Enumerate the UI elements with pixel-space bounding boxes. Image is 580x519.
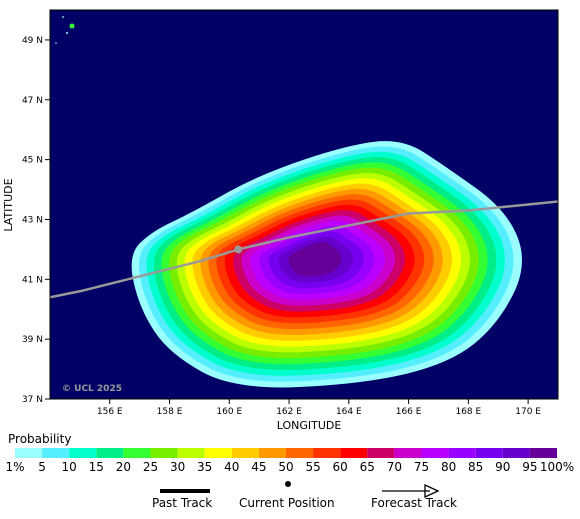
legend-label: 55 (305, 460, 321, 474)
past-track-label: Past Track (152, 496, 213, 510)
legend-label: 80 (440, 460, 457, 474)
latitude-ticks: 49 N 47 N 45 N 43 N 41 N 39 N 37 N (22, 36, 50, 405)
longitude-axis-title: LONGITUDE (277, 419, 342, 432)
track-line (50, 200, 558, 299)
latitude-axis-title: LATITUDE (2, 178, 15, 231)
legend-label: 60 (332, 460, 348, 474)
latitude-tick-label: 39 N (22, 335, 43, 345)
legend-swatch (177, 448, 205, 458)
legend-swatch (15, 448, 43, 458)
legend-title: Probability (8, 432, 72, 446)
longitude-tick-label: 166 E (396, 407, 422, 417)
legend-labels: 1% 5 10 15 20 25 30 35 40 45 50 55 60 65 70 75 80 85 90 95 1… (0, 460, 580, 476)
legend-swatch (123, 448, 151, 458)
storm-track (50, 200, 558, 299)
legend-swatch (204, 448, 232, 458)
current-position-marker (234, 245, 243, 254)
copyright-text: © UCL 2025 (62, 384, 122, 394)
legend-swatch (340, 448, 368, 458)
forecast-track-label: Forecast Track (371, 496, 457, 510)
key-symbols (160, 481, 440, 499)
latitude-tick-label: 41 N (22, 275, 43, 285)
longitude-tick-label: 160 E (216, 407, 242, 417)
legend-swatch (286, 448, 314, 458)
legend-swatch (502, 448, 530, 458)
legend-label: 95 (522, 460, 538, 474)
legend-swatch (421, 448, 449, 458)
current-position-symbol (285, 481, 291, 487)
probability-contour (288, 241, 342, 277)
latitude-tick-label: 37 N (22, 395, 43, 405)
longitude-tick-label: 156 E (97, 407, 123, 417)
latitude-tick-label: 43 N (22, 215, 43, 225)
legend-label: 75 (413, 460, 430, 474)
latitude-tick-label: 49 N (22, 36, 43, 46)
island (55, 42, 57, 44)
legend-swatch (475, 448, 503, 458)
legend-label: 90 (495, 460, 511, 474)
legend-label: 50 (278, 460, 294, 474)
legend-label: 30 (169, 460, 186, 474)
latitude-tick-label: 47 N (22, 96, 43, 106)
islands (55, 16, 75, 44)
legend-swatch (313, 448, 341, 458)
legend-colorbar (15, 448, 557, 458)
legend-label: 100% (539, 460, 575, 474)
legend-label: 1% (5, 460, 25, 474)
forecast-track-arrow-head (424, 483, 440, 499)
legend-swatch (96, 448, 124, 458)
legend-swatch (529, 448, 557, 458)
legend-label: 25 (142, 460, 159, 474)
legend-label: 20 (115, 460, 132, 474)
longitude-tick-label: 164 E (336, 407, 362, 417)
legend-swatch (394, 448, 422, 458)
legend-label: 65 (359, 460, 375, 474)
legend-label: 70 (386, 460, 403, 474)
longitude-ticks: 156 E 158 E 160 E 162 E 164 E 166 E 168 E 170 E (97, 399, 541, 417)
legend-label: 10 (61, 460, 77, 474)
legend-label: 35 (197, 460, 213, 474)
legend-swatch (367, 448, 395, 458)
longitude-tick-label: 170 E (515, 407, 541, 417)
legend-label: 5 (38, 460, 46, 474)
legend-label: 85 (468, 460, 484, 474)
legend-label: 15 (88, 460, 104, 474)
legend-swatch (448, 448, 476, 458)
legend-swatch (150, 448, 178, 458)
legend-swatch (231, 448, 259, 458)
longitude-tick-label: 158 E (157, 407, 183, 417)
legend-swatch (258, 448, 286, 458)
legend-label: 40 (224, 460, 240, 474)
island (69, 23, 75, 29)
current-position-label: Current Position (239, 496, 335, 510)
latitude-tick-label: 45 N (22, 156, 43, 166)
longitude-tick-label: 162 E (276, 407, 302, 417)
plot-frame (49, 9, 559, 400)
island (62, 16, 64, 18)
legend-label: 45 (251, 460, 267, 474)
longitude-tick-label: 168 E (455, 407, 481, 417)
probability-swath (131, 141, 522, 388)
legend-swatch (42, 448, 70, 458)
legend-swatch (69, 448, 97, 458)
island (66, 32, 68, 34)
